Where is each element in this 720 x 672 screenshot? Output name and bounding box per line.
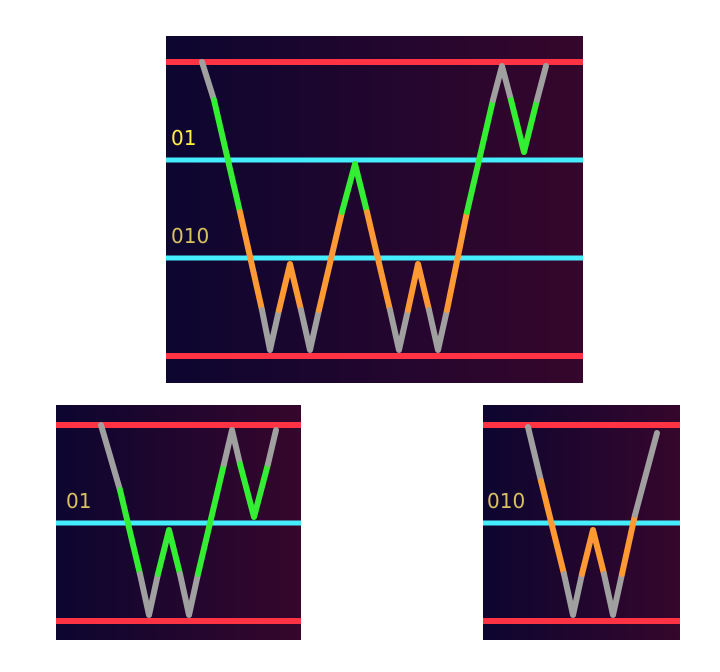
main-panel: 01 010 bbox=[166, 36, 583, 383]
right-panel: 010 bbox=[483, 405, 680, 640]
main-label-010: 010 bbox=[171, 224, 209, 248]
main-panel-background bbox=[166, 36, 583, 383]
main-label-01: 01 bbox=[171, 126, 196, 150]
left-label-01: 01 bbox=[66, 489, 91, 513]
left-panel: 01 bbox=[56, 405, 301, 640]
right-label-010: 010 bbox=[487, 489, 525, 513]
